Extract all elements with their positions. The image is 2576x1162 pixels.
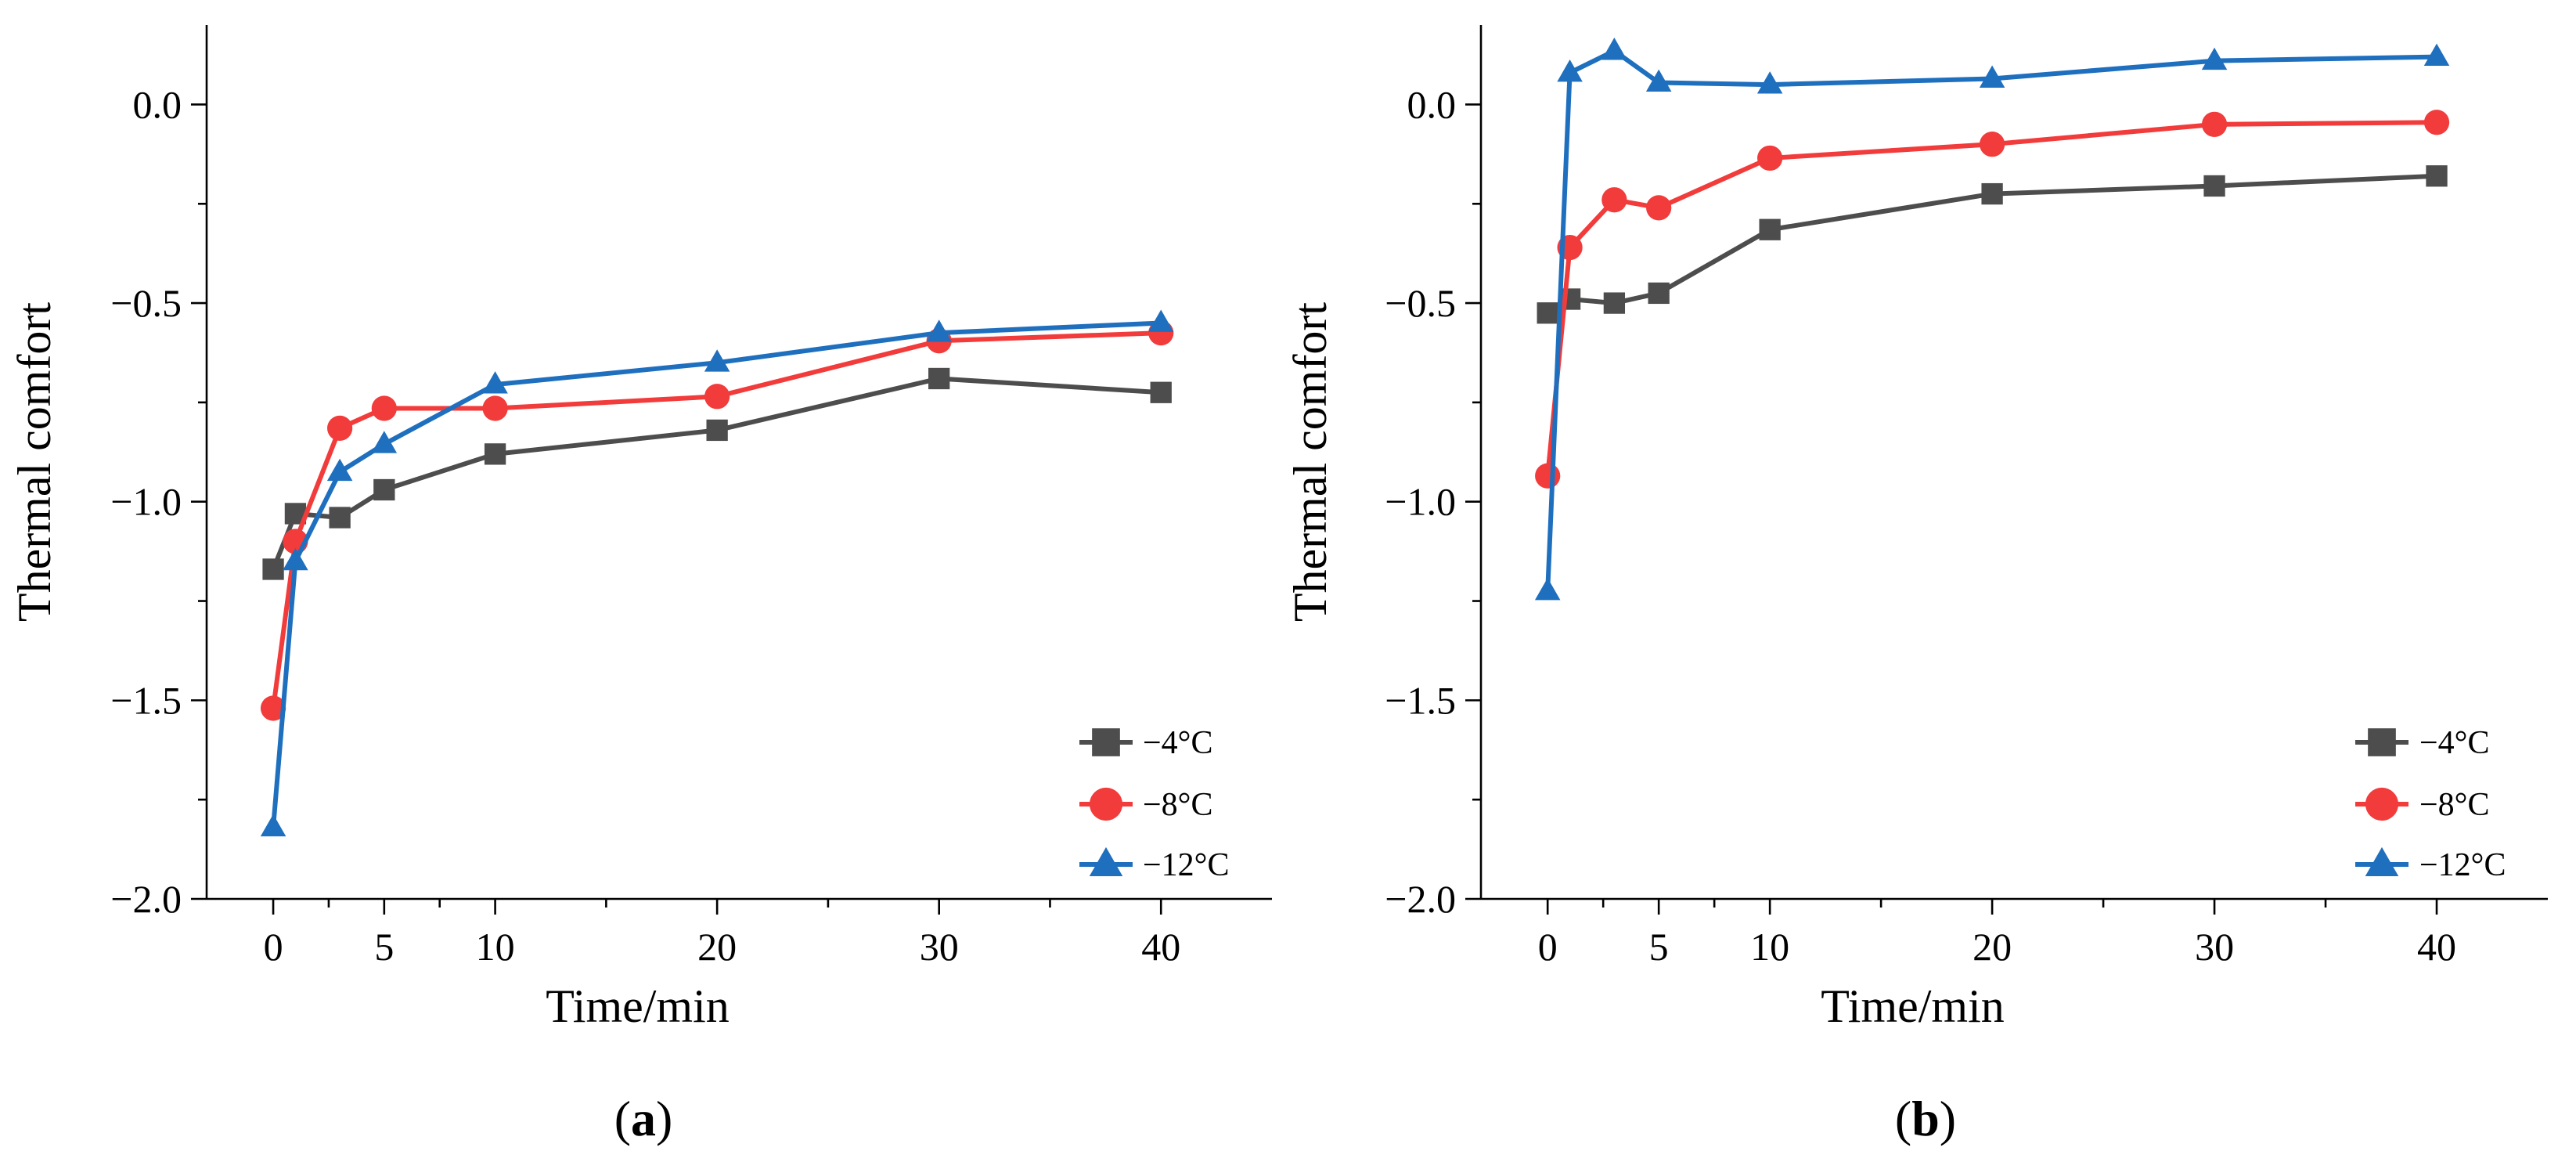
legend-label: −4°C [1143, 725, 1213, 761]
data-point-circle [1646, 195, 1672, 221]
data-point-triangle [2423, 43, 2450, 67]
legend-label: −8°C [2419, 787, 2490, 823]
series-triangle [1534, 38, 2450, 601]
data-point-square [2426, 165, 2448, 187]
series-circle [260, 320, 1174, 721]
legend: −4°C −8°C −12°C [2355, 725, 2506, 883]
data-point-triangle [1645, 69, 1672, 92]
x-tick-label: 10 [476, 925, 515, 969]
series-line [1545, 48, 2437, 591]
data-point-square [1648, 282, 1670, 305]
series-line [271, 320, 1162, 828]
data-point-circle [1601, 187, 1627, 213]
data-point-triangle [371, 431, 398, 453]
panel-caption: (b) [1895, 1091, 1956, 1146]
data-point-triangle [1756, 71, 1783, 94]
data-point-triangle [1147, 309, 1174, 332]
y-tick-label: −1.5 [1385, 678, 1456, 722]
y-tick-label: −0.5 [1385, 281, 1456, 325]
legend-label: −4°C [2419, 725, 2490, 761]
x-tick-label: 5 [374, 925, 394, 969]
y-tick-label: −0.5 [110, 281, 182, 325]
data-point-circle [371, 395, 397, 421]
data-point-square [1981, 182, 2003, 205]
x-tick-label: 30 [920, 925, 959, 969]
data-point-triangle [1601, 38, 1627, 60]
legend-marker-triangle [2365, 846, 2399, 876]
x-tick-label: 0 [1538, 925, 1558, 969]
y-tick-label: 0.0 [1407, 82, 1457, 126]
x-tick-label: 10 [1750, 925, 1789, 969]
x-tick-label: 5 [1649, 925, 1669, 969]
data-point-triangle [1534, 577, 1561, 601]
legend-label: −12°C [1143, 847, 1230, 883]
series-triangle [260, 309, 1174, 837]
y-tick-label: −2.0 [1385, 877, 1456, 921]
y-tick-label: 0.0 [133, 82, 182, 126]
data-point-circle [704, 384, 730, 410]
series-line [271, 330, 1162, 709]
data-point-square [262, 558, 284, 580]
y-tick-label: −1.0 [110, 480, 182, 524]
data-point-circle [1979, 132, 2005, 157]
x-tick-label: 20 [697, 925, 737, 969]
data-point-triangle [482, 371, 508, 394]
series-line [1545, 120, 2437, 477]
data-point-circle [327, 415, 353, 442]
data-point-triangle [704, 349, 730, 372]
data-point-square [2203, 175, 2225, 197]
data-point-square [1603, 292, 1626, 314]
data-point-circle [1757, 145, 1783, 171]
x-tick-label: 0 [264, 925, 283, 969]
y-axis-title: Thermal comfort [1284, 302, 1336, 622]
legend-marker-square [2368, 728, 2396, 756]
data-point-square [373, 478, 395, 501]
series-square [1537, 165, 2448, 324]
data-point-triangle [2201, 47, 2228, 70]
x-axis-title: Time/min [1821, 980, 2005, 1032]
data-point-square [484, 443, 506, 465]
data-point-circle [2201, 111, 2228, 137]
data-point-square [1150, 381, 1172, 403]
legend: −4°C −8°C −12°C [1079, 725, 1230, 883]
data-point-square [1759, 218, 1781, 240]
chart-panel-a: −2.0 −1.5 −1.0 −0.5 0.0 0 5 10 20 30 40 Thermal com… [9, 25, 1272, 1146]
y-tick-label: −2.0 [110, 877, 182, 921]
data-point-triangle [283, 547, 308, 571]
data-point-square [706, 419, 728, 442]
y-axis-title: Thermal comfort [9, 302, 60, 622]
data-point-triangle [326, 458, 353, 482]
x-tick-label: 40 [2417, 925, 2456, 969]
data-point-triangle [260, 814, 286, 837]
legend-marker-circle [1089, 787, 1123, 821]
data-point-circle [2423, 110, 2450, 135]
x-tick-label: 20 [1973, 925, 2012, 969]
data-point-square [329, 507, 351, 529]
legend-marker-triangle [1089, 846, 1123, 876]
legend-label: −8°C [1143, 787, 1213, 823]
panel-caption: (a) [614, 1091, 673, 1146]
data-point-triangle [1979, 65, 2005, 88]
data-point-triangle [1557, 59, 1583, 82]
data-point-square [1537, 302, 1558, 324]
chart-panel-b: −2.0 −1.5 −1.0 −0.5 0.0 0 5 10 20 30 40 Thermal com… [1284, 25, 2548, 1146]
series-circle [1535, 110, 2450, 489]
data-point-circle [1535, 463, 1561, 489]
legend-marker-square [1092, 728, 1120, 756]
x-axis-title: Time/min [546, 980, 730, 1032]
x-tick-label: 40 [1141, 925, 1180, 969]
data-point-circle [482, 395, 508, 421]
y-tick-label: −1.0 [1385, 480, 1456, 524]
data-point-circle [260, 695, 286, 721]
legend-marker-circle [2365, 787, 2399, 821]
x-tick-label: 30 [2195, 925, 2234, 969]
data-point-square [928, 367, 950, 390]
legend-label: −12°C [2419, 847, 2506, 883]
data-point-triangle [926, 319, 952, 342]
y-tick-label: −1.5 [110, 678, 182, 722]
